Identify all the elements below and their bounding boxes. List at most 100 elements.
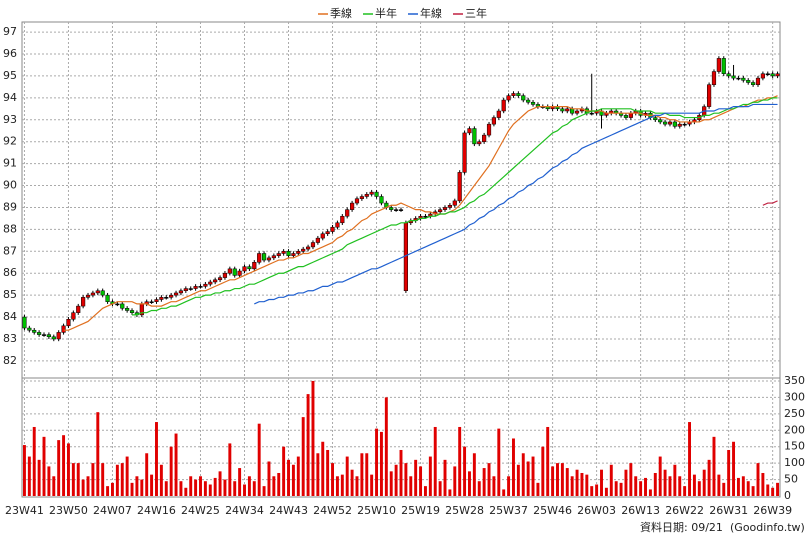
y-tick-label: 89 [3,200,17,213]
candle-body [623,115,629,118]
candle-body [731,75,736,79]
volume-bar [580,472,584,496]
candle-body [183,288,188,292]
candle-body [374,191,379,197]
volume-bar [247,476,251,496]
volume-bar [609,464,613,496]
volume-bar [135,476,139,496]
volume-bar [600,469,603,496]
volume-bar [492,476,496,496]
candle-body [354,198,360,204]
candle-body [765,73,770,75]
volume-bar [331,463,335,496]
candle-body [315,237,320,243]
volume-bar [47,466,51,496]
volume-bar [394,464,398,496]
volume-bar [37,459,41,496]
candle-body [516,93,521,96]
candle-body [526,99,531,103]
volume-bar [551,466,555,496]
volume-bar [467,471,471,496]
x-tick-label: 23W50 [49,504,88,517]
volume-bar [252,481,256,496]
volume-bar [541,446,545,496]
candle-body [491,117,496,125]
y2-tick-label: 50 [784,473,798,486]
volume-bar [291,464,295,496]
ma-line [132,97,778,316]
x-tick-label: 26W22 [665,504,704,517]
candle-body [506,95,511,101]
candle-body [261,253,267,261]
volume-bar [732,441,736,496]
candle-body [81,297,86,307]
volume-bar [463,446,467,496]
y2-tick-label: 250 [784,407,805,420]
volume-bar [223,479,227,496]
y-tick-label: 94 [3,91,17,104]
volume-bar [433,426,437,496]
volume-bar [663,469,667,496]
volume-bar [350,469,354,496]
candle-body [389,207,394,210]
volume-bar [717,474,721,496]
y-tick-label: 96 [3,47,17,60]
volume-bar [355,476,359,496]
candle-body [266,257,272,261]
x-tick-label: 24W34 [225,504,264,517]
volume-bar [565,468,569,496]
candle-body [394,209,399,211]
candle-body [711,71,717,85]
volume-bar [683,486,687,496]
volume-bar [71,463,75,496]
volume-bar [639,481,643,496]
candle-body [71,312,76,320]
legend-label: 半年 [375,6,397,20]
y-tick-label: 83 [3,332,17,345]
volume-bar [399,449,403,496]
volume-bar [629,463,633,496]
candle-body [257,253,262,263]
volume-bar [556,463,559,496]
y-tick-label: 93 [3,113,17,126]
volume-bar [653,472,657,496]
volume-bar [477,481,481,496]
volume-bar [301,417,305,496]
price-panel [21,21,781,379]
y-tick-label: 87 [3,244,17,257]
volume-bar [521,453,525,496]
candle-body [350,202,355,210]
candle-body [173,292,179,296]
y-tick-label: 85 [3,288,17,301]
volume-bar [120,463,124,496]
volume-bar [311,380,315,496]
volume-bar [125,456,129,496]
volume-bar [296,456,300,496]
volume-bar [487,463,491,496]
volume-bar [287,459,290,496]
candle-body [27,327,32,331]
volume-bar [189,476,193,496]
candle-body [237,270,242,276]
candle-body [726,73,731,77]
volume-bar [233,481,237,496]
candle-body [46,334,51,338]
candle-body [301,248,306,252]
candle-body [755,77,761,85]
volume-bar [644,477,647,496]
candle-body [320,233,325,239]
volume-bar [619,482,623,496]
volume-bar [502,489,506,496]
volume-bar [145,453,149,496]
candle-body [159,297,164,300]
legend-label: 三年 [465,6,487,20]
candle-body [486,123,492,136]
x-tick-label: 24W52 [313,504,352,517]
y-tick-label: 88 [3,222,17,235]
y-tick-label: 92 [3,135,17,148]
volume-bar [101,463,105,496]
y-tick-label: 82 [3,354,17,367]
x-tick-label: 26W13 [621,504,660,517]
labels: 82 83 84 85 86 87 88 89 90 91 92 93 94 95 96 97 0 50 100 15… [3,6,805,517]
candle-body [178,290,184,294]
